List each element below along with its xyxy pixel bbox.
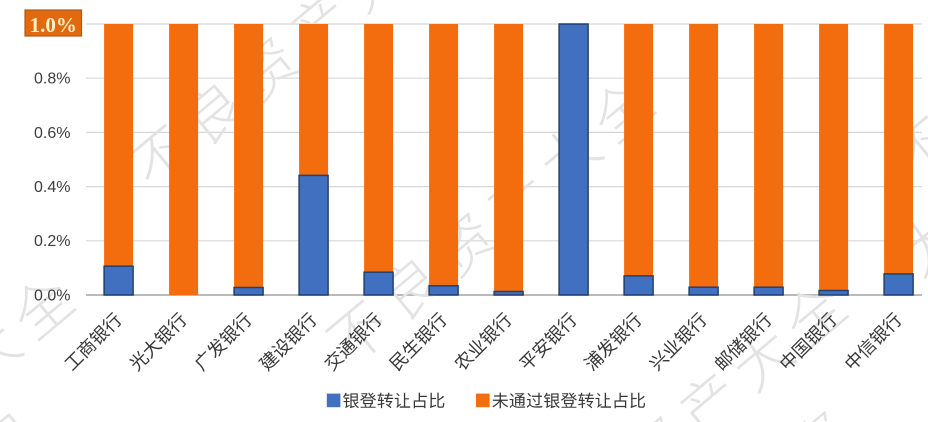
svg-text:1.0%: 1.0% bbox=[30, 13, 77, 37]
svg-text:0.0%: 0.0% bbox=[34, 287, 70, 304]
svg-text:0.2%: 0.2% bbox=[34, 233, 70, 250]
svg-text:0.6%: 0.6% bbox=[34, 125, 70, 142]
svg-text:0.4%: 0.4% bbox=[34, 179, 70, 196]
svg-text:0.8%: 0.8% bbox=[34, 71, 70, 88]
